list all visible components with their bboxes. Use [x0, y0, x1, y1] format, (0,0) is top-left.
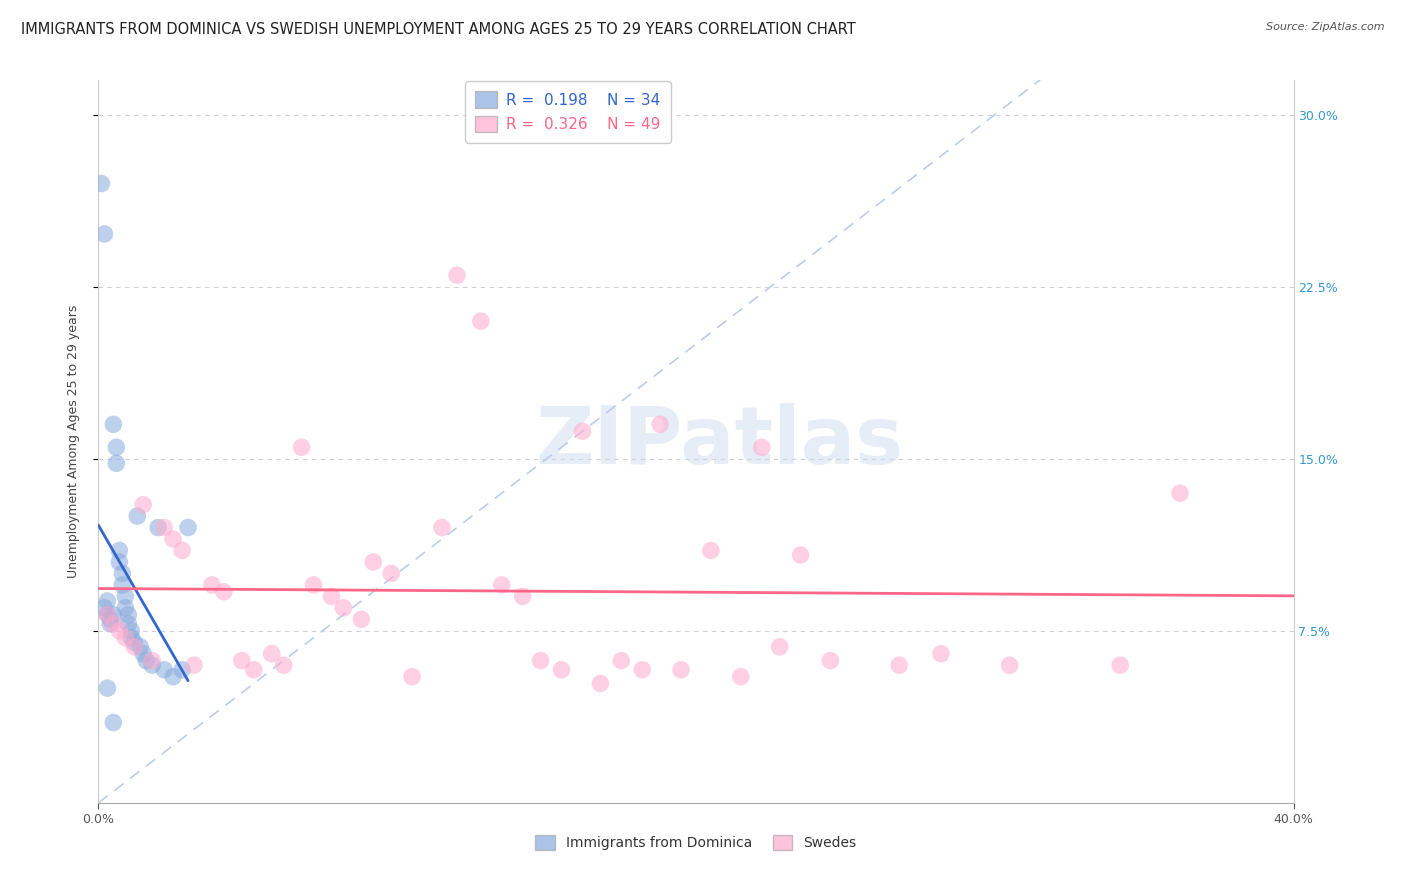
Point: [105, 456, 128, 470]
Point: [129, 640, 152, 654]
Point: [103, 417, 125, 432]
Point: [132, 647, 155, 661]
Point: [610, 654, 633, 668]
Point: [302, 578, 325, 592]
Point: [114, 590, 136, 604]
Point: [111, 578, 134, 592]
Point: [105, 440, 128, 454]
Point: [124, 635, 146, 649]
Point: [108, 555, 131, 569]
Point: [96, 681, 118, 695]
Point: [103, 616, 125, 631]
Point: [201, 578, 224, 592]
Point: [96, 607, 118, 622]
Point: [650, 417, 672, 432]
Point: [177, 520, 200, 534]
Point: [291, 440, 314, 454]
Point: [512, 590, 534, 604]
Point: [446, 268, 468, 283]
Point: [260, 647, 283, 661]
Point: [332, 600, 354, 615]
Point: [212, 584, 235, 599]
Point: [90, 177, 112, 191]
Text: ZIPatlas: ZIPatlas: [536, 402, 904, 481]
Point: [153, 520, 176, 534]
Point: [162, 532, 184, 546]
Point: [321, 590, 343, 604]
Point: [363, 555, 385, 569]
Point: [231, 654, 253, 668]
Point: [730, 670, 752, 684]
Point: [172, 543, 194, 558]
Point: [127, 509, 149, 524]
Point: [751, 440, 773, 454]
Point: [491, 578, 513, 592]
Point: [120, 624, 142, 638]
Legend: Immigrants from Dominica, Swedes: Immigrants from Dominica, Swedes: [529, 828, 863, 857]
Point: [929, 647, 952, 661]
Point: [96, 607, 118, 622]
Point: [153, 663, 176, 677]
Point: [401, 670, 423, 684]
Point: [117, 616, 139, 631]
Point: [273, 658, 295, 673]
Point: [243, 663, 266, 677]
Point: [124, 640, 146, 654]
Point: [530, 654, 553, 668]
Point: [769, 640, 792, 654]
Point: [120, 631, 142, 645]
Point: [132, 498, 155, 512]
Point: [998, 658, 1021, 673]
Point: [789, 548, 811, 562]
Point: [96, 594, 118, 608]
Point: [93, 227, 115, 241]
Point: [889, 658, 911, 673]
Point: [589, 676, 612, 690]
Point: [103, 607, 125, 622]
Point: [141, 654, 163, 668]
Point: [103, 715, 125, 730]
Point: [108, 543, 131, 558]
Point: [631, 663, 654, 677]
Point: [700, 543, 723, 558]
Text: Source: ZipAtlas.com: Source: ZipAtlas.com: [1267, 22, 1385, 32]
Point: [114, 600, 136, 615]
Text: IMMIGRANTS FROM DOMINICA VS SWEDISH UNEMPLOYMENT AMONG AGES 25 TO 29 YEARS CORRE: IMMIGRANTS FROM DOMINICA VS SWEDISH UNEM…: [21, 22, 856, 37]
Point: [114, 631, 136, 645]
Point: [98, 612, 122, 626]
Point: [669, 663, 692, 677]
Point: [111, 566, 134, 581]
Point: [141, 658, 163, 673]
Point: [93, 600, 115, 615]
Point: [1168, 486, 1191, 500]
Point: [117, 607, 139, 622]
Y-axis label: Unemployment Among Ages 25 to 29 years: Unemployment Among Ages 25 to 29 years: [67, 305, 80, 578]
Point: [108, 624, 131, 638]
Point: [148, 520, 170, 534]
Point: [380, 566, 402, 581]
Point: [1109, 658, 1132, 673]
Point: [135, 654, 157, 668]
Point: [470, 314, 492, 328]
Point: [183, 658, 205, 673]
Point: [550, 663, 572, 677]
Point: [820, 654, 842, 668]
Point: [172, 663, 194, 677]
Point: [430, 520, 453, 534]
Point: [98, 616, 122, 631]
Point: [350, 612, 373, 626]
Point: [162, 670, 184, 684]
Point: [571, 424, 593, 438]
